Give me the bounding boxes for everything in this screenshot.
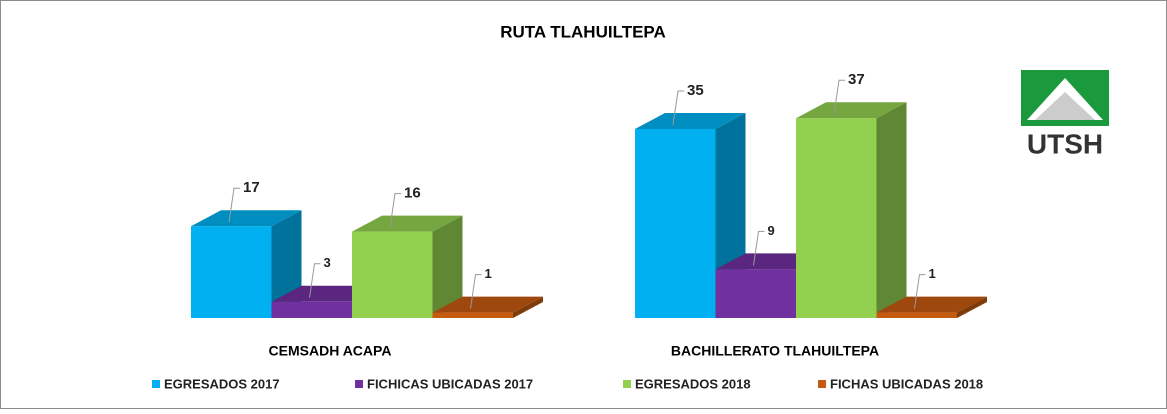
label-leader [470, 274, 482, 309]
bar [352, 231, 433, 318]
category-label: BACHILLERATO TLAHUILTEPA [671, 343, 879, 359]
data-label: 9 [768, 223, 775, 238]
logo-triangle-inner [1035, 92, 1095, 120]
data-label: 3 [324, 255, 331, 270]
bar-top [876, 296, 987, 313]
legend-swatch [818, 380, 826, 388]
label-leader [833, 79, 845, 115]
data-label: 35 [687, 82, 704, 99]
bar [635, 129, 716, 318]
bar-side [432, 215, 463, 318]
bar [432, 312, 513, 318]
bar [271, 301, 352, 318]
category-label: CEMSADH ACAPA [269, 343, 392, 359]
legend-label: FICHAS UBICADAS 2018 [830, 376, 983, 391]
bar [796, 118, 877, 318]
data-label: 17 [243, 179, 260, 196]
legend-label: EGRESADOS 2018 [635, 376, 751, 391]
legend-label: FICHICAS UBICADAS 2017 [367, 376, 533, 391]
label-leader [228, 187, 240, 223]
bar [876, 312, 957, 318]
label-leader [672, 90, 684, 126]
bar-side [957, 296, 987, 318]
bar [191, 226, 272, 318]
bar-side [876, 102, 907, 318]
bar-top [432, 296, 543, 313]
data-label: 37 [848, 71, 865, 88]
bar-side [513, 296, 543, 318]
bar-top [796, 102, 907, 119]
data-label: 16 [404, 185, 421, 202]
label-leader [309, 263, 321, 298]
label-leader [753, 230, 765, 266]
bar-top [191, 210, 302, 227]
legend-swatch [152, 380, 160, 388]
legend-label: EGRESADOS 2017 [164, 376, 280, 391]
legend-swatch [355, 380, 363, 388]
label-leader [914, 274, 926, 309]
logo: UTSH [1021, 70, 1109, 159]
label-leader [389, 193, 401, 228]
bar-top [635, 113, 746, 129]
chart-title: RUTA TLAHUILTEPA [500, 22, 666, 41]
logo-text: UTSH [1027, 128, 1103, 159]
data-label: 1 [485, 266, 492, 281]
legend-swatch [623, 380, 631, 388]
data-label: 1 [929, 266, 936, 281]
bar-top [352, 215, 463, 232]
bar [715, 269, 796, 318]
